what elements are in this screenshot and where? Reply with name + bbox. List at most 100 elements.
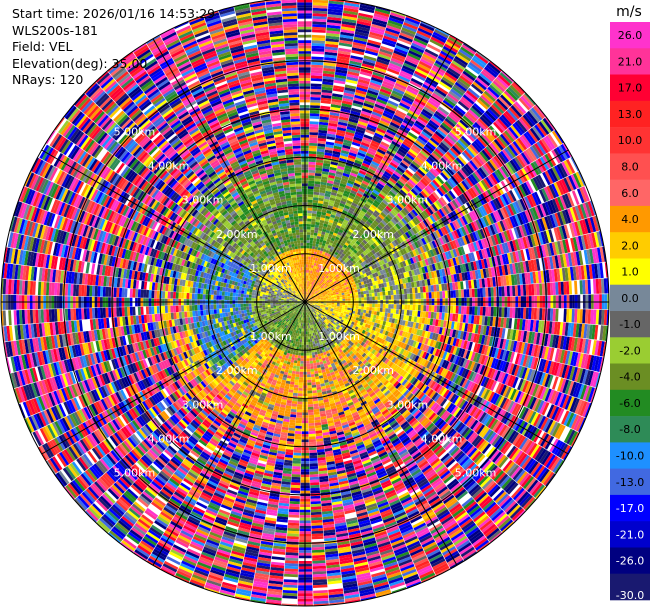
velocity-gate bbox=[386, 166, 395, 173]
velocity-gate bbox=[319, 113, 330, 118]
velocity-gate bbox=[366, 303, 370, 307]
velocity-gate bbox=[314, 283, 317, 287]
velocity-gate bbox=[384, 75, 397, 83]
velocity-gate bbox=[308, 178, 315, 181]
velocity-gate bbox=[369, 296, 373, 301]
velocity-gate bbox=[314, 287, 318, 290]
velocity-gate bbox=[371, 229, 378, 236]
velocity-gate bbox=[451, 60, 466, 71]
velocity-gate bbox=[345, 257, 350, 262]
velocity-gate bbox=[314, 230, 319, 234]
velocity-gate bbox=[500, 94, 513, 107]
velocity-gate bbox=[306, 298, 309, 301]
velocity-gate bbox=[339, 304, 343, 307]
velocity-gate bbox=[466, 90, 479, 101]
velocity-gate bbox=[311, 70, 323, 74]
velocity-gate bbox=[326, 136, 336, 141]
velocity-gate bbox=[504, 286, 508, 297]
velocity-gate bbox=[327, 273, 331, 277]
velocity-gate bbox=[375, 8, 391, 15]
velocity-gate bbox=[331, 299, 335, 302]
velocity-gate bbox=[412, 304, 416, 311]
velocity-gate bbox=[314, 173, 322, 177]
velocity-gate bbox=[341, 100, 353, 106]
velocity-gate bbox=[402, 65, 415, 73]
velocity-gate bbox=[408, 165, 417, 173]
velocity-gate bbox=[306, 298, 309, 301]
velocity-gate bbox=[431, 135, 442, 144]
velocity-gate bbox=[388, 164, 397, 171]
velocity-gate bbox=[336, 304, 340, 307]
velocity-gate bbox=[307, 202, 313, 206]
velocity-gate bbox=[332, 241, 337, 246]
velocity-gate bbox=[310, 281, 313, 285]
velocity-gate bbox=[368, 121, 378, 128]
velocity-gate bbox=[308, 183, 315, 187]
velocity-gate bbox=[345, 303, 348, 306]
velocity-gate bbox=[326, 27, 341, 32]
velocity-gate bbox=[314, 260, 318, 264]
velocity-gate bbox=[372, 71, 385, 78]
velocity-gate bbox=[311, 281, 314, 285]
velocity-gate bbox=[341, 147, 350, 152]
velocity-gate bbox=[427, 43, 441, 53]
velocity-gate bbox=[418, 180, 427, 189]
velocity-gate bbox=[421, 55, 435, 65]
velocity-gate bbox=[315, 216, 321, 220]
velocity-gate bbox=[353, 182, 361, 188]
velocity-gate bbox=[312, 5, 328, 9]
velocity-gate bbox=[409, 293, 413, 299]
velocity-gate bbox=[343, 10, 358, 16]
velocity-gate bbox=[309, 132, 318, 136]
velocity-gate bbox=[360, 113, 371, 119]
velocity-gate bbox=[385, 131, 395, 139]
velocity-gate bbox=[477, 288, 481, 298]
velocity-gate bbox=[311, 51, 325, 55]
velocity-gate bbox=[454, 81, 468, 92]
velocity-gate bbox=[415, 139, 425, 148]
velocity-gate bbox=[342, 303, 346, 306]
velocity-gate bbox=[422, 162, 431, 171]
velocity-gate bbox=[493, 306, 497, 317]
velocity-gate bbox=[323, 198, 330, 203]
velocity-gate bbox=[430, 117, 441, 127]
velocity-gate bbox=[388, 190, 396, 198]
velocity-gate bbox=[378, 90, 391, 98]
velocity-gate bbox=[407, 85, 420, 93]
velocity-gate bbox=[313, 238, 317, 242]
velocity-gate bbox=[384, 107, 396, 115]
velocity-gate bbox=[392, 208, 399, 215]
velocity-gate bbox=[311, 291, 315, 295]
velocity-gate bbox=[374, 132, 384, 139]
velocity-gate bbox=[481, 114, 493, 126]
velocity-gate bbox=[354, 92, 366, 98]
velocity-gate bbox=[378, 213, 385, 220]
velocity-gate bbox=[308, 275, 310, 279]
velocity-gate bbox=[431, 92, 444, 102]
velocity-gate bbox=[329, 166, 337, 171]
velocity-gate bbox=[359, 219, 366, 225]
velocity-gate bbox=[321, 231, 326, 235]
velocity-gate bbox=[335, 69, 348, 74]
velocity-gate bbox=[357, 291, 361, 295]
velocity-gate bbox=[369, 31, 384, 38]
velocity-gate bbox=[443, 137, 454, 148]
velocity-gate bbox=[391, 55, 405, 63]
velocity-gate bbox=[326, 182, 334, 187]
velocity-gate bbox=[388, 295, 392, 300]
velocity-gate bbox=[323, 273, 327, 277]
velocity-gate bbox=[394, 195, 402, 202]
velocity-gate bbox=[360, 182, 368, 189]
velocity-gate bbox=[309, 267, 312, 271]
velocity-gate bbox=[369, 224, 376, 230]
velocity-gate bbox=[431, 305, 435, 312]
velocity-gate bbox=[352, 139, 362, 145]
velocity-gate bbox=[370, 26, 385, 33]
velocity-gate bbox=[487, 287, 492, 297]
velocity-gate bbox=[323, 260, 327, 265]
velocity-gate bbox=[321, 242, 326, 247]
velocity-gate bbox=[411, 174, 420, 183]
velocity-gate bbox=[328, 202, 334, 207]
velocity-gate bbox=[373, 220, 379, 226]
velocity-gate bbox=[309, 140, 318, 144]
